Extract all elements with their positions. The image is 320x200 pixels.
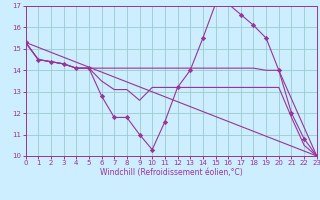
X-axis label: Windchill (Refroidissement éolien,°C): Windchill (Refroidissement éolien,°C) — [100, 168, 243, 177]
